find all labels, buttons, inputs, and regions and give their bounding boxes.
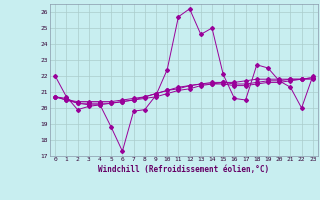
X-axis label: Windchill (Refroidissement éolien,°C): Windchill (Refroidissement éolien,°C) — [99, 165, 269, 174]
